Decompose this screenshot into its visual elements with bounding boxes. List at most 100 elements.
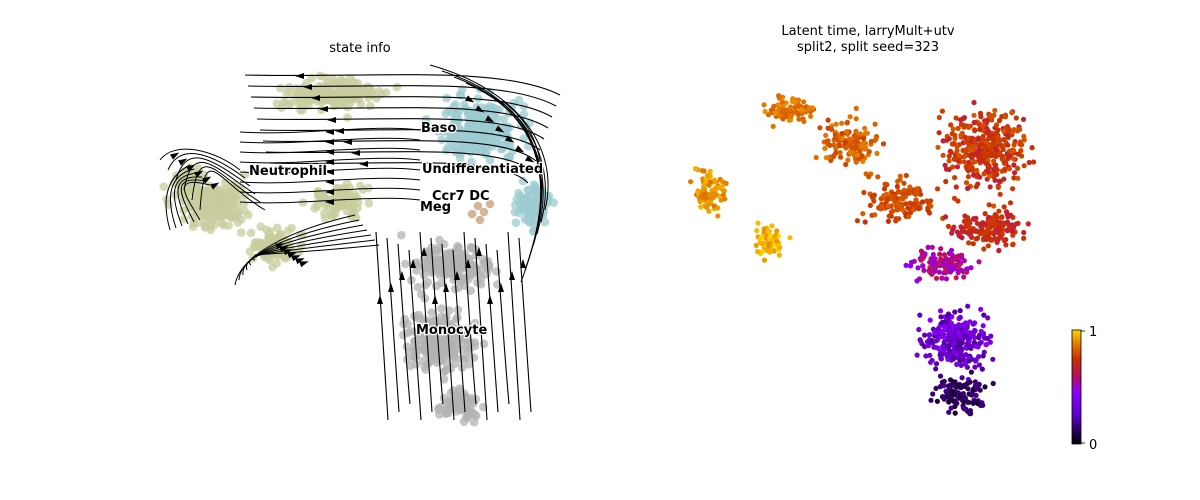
latent-time-point [921,267,927,273]
cell-point [192,189,202,198]
latent-time-point [943,276,950,282]
latent-time-point [908,259,915,265]
cell-point [229,206,238,216]
latent-time-point [946,343,952,349]
streamline [265,151,533,173]
streamline-arrow [311,95,321,101]
latent-time-point [790,96,796,102]
streamline [253,107,549,129]
latent-time-point [961,383,967,389]
latent-time-point [942,264,948,270]
streamline-arrow [295,258,305,265]
latent-time-point [706,208,712,214]
cell-point [471,411,481,421]
latent-time-point [937,373,944,379]
cell-point [437,135,446,145]
latent-time-point [861,135,867,142]
cell-point [450,353,459,362]
cell-point [460,249,469,259]
latent-time-point [932,329,938,335]
latent-time-point [872,121,878,127]
streamline [169,168,195,229]
streamline-arrow [498,283,504,293]
latent-time-point [946,409,952,415]
latent-time-point [777,245,783,251]
latent-time-point [842,139,849,145]
latent-time-point [995,184,1001,190]
cell-point [433,127,443,136]
latent-time-point [938,334,944,340]
cell-point [228,198,237,207]
latent-time-point [991,112,997,118]
latent-time-point [1011,142,1017,148]
latent-time-point [956,258,962,264]
latent-time-point [948,267,954,273]
cell-point [427,308,436,317]
streamline-arrow [432,295,438,305]
latent-time-point [933,385,939,391]
latent-time-point [1005,142,1011,148]
cell-point [321,201,331,211]
cell-point [400,314,410,324]
latent-time-point [957,308,963,314]
latent-time-point [987,219,993,225]
cell-point [469,353,479,362]
cell-point [220,178,230,187]
latent-time-point [854,138,860,144]
cell-point [320,73,330,82]
latent-time-point [767,249,773,255]
latent-time-point [788,113,794,119]
latent-time-point [776,252,782,258]
latent-time-point [963,139,969,145]
cell-point [328,74,338,84]
streamline [173,172,199,227]
latent-time-point [990,380,996,387]
cell-point [262,225,271,235]
latent-time-point [1010,156,1017,162]
latent-time-point [808,113,814,119]
latent-time-point [984,117,991,124]
latent-time-point [776,95,783,101]
cell-point [304,101,314,110]
latent-time-point [976,259,982,265]
streamline-arrow [465,95,475,103]
streamline-arrow [325,139,335,145]
cell-point [326,89,335,98]
cluster-label-meg: Meg [420,200,451,215]
latent-time-point [847,149,853,155]
cell-point [425,321,435,331]
cell-point [540,217,550,227]
latent-time-point [954,361,960,367]
latent-time-point [715,213,721,219]
streamline [238,219,360,281]
latent-time-point [914,186,920,192]
latent-time-point [759,234,765,240]
latent-time-point [833,121,839,127]
cell-point [453,244,463,253]
latent-time-point [772,110,778,117]
latent-time-point [901,191,907,197]
cell-point [342,198,351,207]
cell-point [485,155,495,165]
latent-time-point [994,215,1000,221]
latent-time-point [853,105,859,111]
latent-time-point [824,138,830,144]
latent-time-point [995,227,1001,233]
latent-time-point [699,168,705,174]
latent-time-point [900,196,906,202]
latent-time-point [966,124,972,130]
latent-time-point [996,151,1002,157]
latent-time-point [774,238,780,244]
latent-time-point [986,143,992,149]
latent-time-point [957,314,963,320]
cell-point [518,176,528,186]
cell-point [351,91,361,100]
latent-time-point [961,398,967,404]
cell-point [364,199,374,208]
latent-time-point [945,223,952,229]
cell-point [295,93,304,103]
cell-point [347,212,357,221]
latent-time-point [915,205,921,212]
latent-time-point [1025,221,1031,227]
latent-time-point [839,131,845,137]
